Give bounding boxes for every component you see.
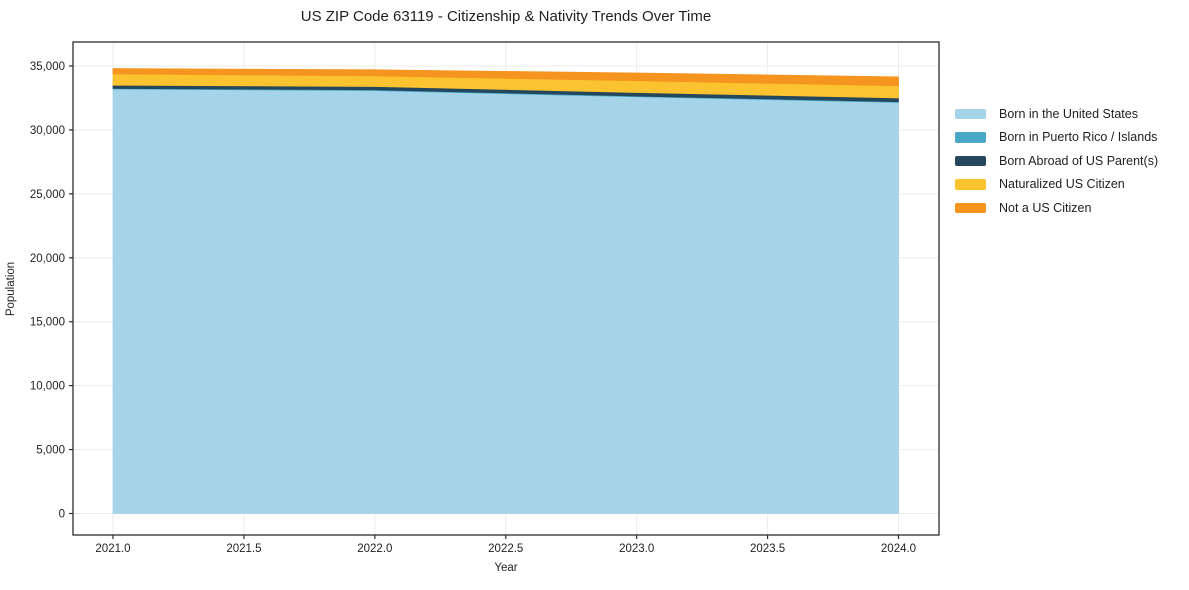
y-axis-label: Population <box>5 261 17 317</box>
legend-item: Naturalized US Citizen <box>955 173 1158 197</box>
y-tick-label: 15,000 <box>30 317 65 329</box>
x-tick-label: 2023.5 <box>750 543 785 555</box>
legend-item: Not a US Citizen <box>955 196 1158 220</box>
legend-swatch <box>955 108 986 119</box>
legend-label: Born in the United States <box>999 106 1138 121</box>
y-tick-label: 5,000 <box>36 445 65 457</box>
x-tick-label: 2024.0 <box>881 543 916 555</box>
y-tick-label: 35,000 <box>30 61 65 73</box>
y-tick-label: 10,000 <box>30 381 65 393</box>
x-tick-label: 2021.5 <box>226 543 261 555</box>
x-tick-label: 2022.0 <box>357 543 392 555</box>
x-axis-label: Year <box>494 562 518 574</box>
legend-swatch <box>955 155 986 166</box>
area-series-born-in-the-united-states <box>112 88 899 514</box>
x-tick-label: 2021.0 <box>95 543 130 555</box>
legend-item: Born Abroad of US Parent(s) <box>955 149 1158 173</box>
y-tick-label: 0 <box>59 509 65 521</box>
y-tick-label: 20,000 <box>30 253 65 265</box>
legend-label: Born Abroad of US Parent(s) <box>999 153 1159 168</box>
legend-swatch <box>955 132 986 143</box>
legend-label: Born in Puerto Rico / Islands <box>999 130 1158 145</box>
legend-swatch <box>955 179 986 190</box>
legend-label: Naturalized US Citizen <box>999 177 1125 192</box>
legend-label: Not a US Citizen <box>999 200 1092 215</box>
y-tick-label: 25,000 <box>30 189 65 201</box>
y-tick-label: 30,000 <box>30 125 65 137</box>
legend: Born in the United States Born in Puerto … <box>955 102 1158 220</box>
legend-swatch <box>955 202 986 213</box>
area-series-not-a-us-citizen <box>112 68 899 87</box>
legend-item: Born in the United States <box>955 102 1158 126</box>
x-tick-label: 2022.5 <box>488 543 523 555</box>
x-tick-label: 2023.0 <box>619 543 654 555</box>
chart-title: US ZIP Code 63119 - Citizenship & Nativi… <box>300 8 712 25</box>
legend-item: Born in Puerto Rico / Islands <box>955 126 1158 150</box>
